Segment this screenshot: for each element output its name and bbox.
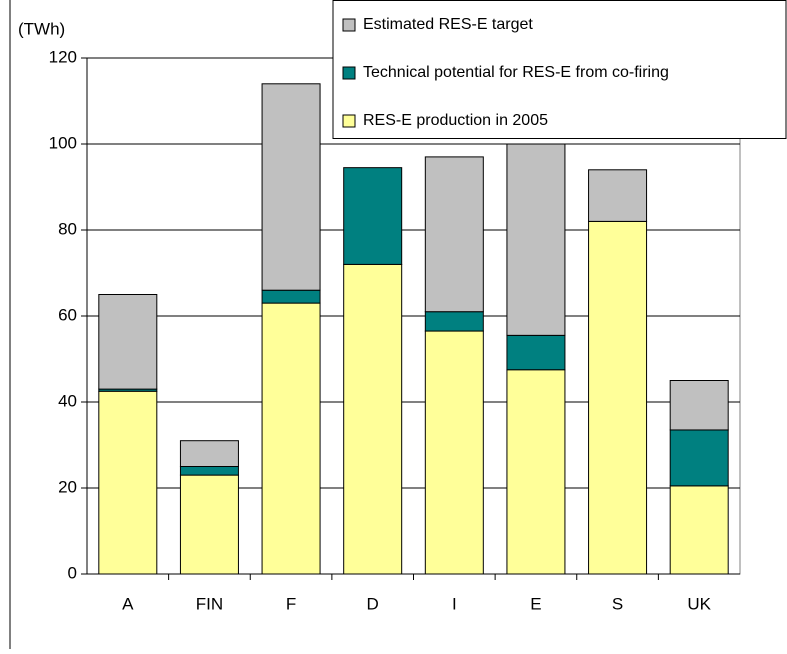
x-tick-label: S bbox=[612, 594, 623, 613]
y-tick-label: 20 bbox=[58, 477, 77, 496]
bar-segment bbox=[669, 485, 729, 575]
bar-segment bbox=[588, 220, 648, 575]
x-tick-label: A bbox=[122, 594, 134, 613]
x-tick-label: D bbox=[367, 594, 379, 613]
y-tick-label: 80 bbox=[58, 219, 77, 238]
legend bbox=[332, 0, 787, 139]
x-tick-label: F bbox=[286, 594, 296, 613]
bar-segment bbox=[261, 83, 321, 291]
bar-segment bbox=[98, 390, 158, 575]
x-tick-label: E bbox=[530, 594, 541, 613]
x-tick-label: FIN bbox=[196, 594, 223, 613]
legend-swatch bbox=[342, 66, 356, 80]
bar-segment bbox=[669, 429, 729, 487]
bar-segment bbox=[179, 474, 239, 575]
x-tick-label: I bbox=[452, 594, 457, 613]
bar-segment bbox=[588, 169, 648, 222]
bar-segment bbox=[669, 380, 729, 431]
legend-label: RES-E production in 2005 bbox=[363, 112, 548, 129]
y-tick-label: 120 bbox=[49, 47, 77, 66]
bar-segment bbox=[261, 302, 321, 575]
bar-segment bbox=[424, 330, 484, 575]
bar-segment bbox=[424, 156, 484, 313]
bar-segment bbox=[179, 440, 239, 468]
y-axis-label: (TWh) bbox=[18, 19, 65, 38]
legend-swatch bbox=[342, 114, 356, 128]
bar-segment bbox=[343, 167, 403, 265]
bar-segment bbox=[261, 289, 321, 304]
bar-segment bbox=[98, 294, 158, 390]
bar-segment bbox=[506, 334, 566, 371]
x-tick-label: UK bbox=[687, 594, 711, 613]
legend-swatch bbox=[342, 18, 356, 32]
bar-segment bbox=[506, 369, 566, 575]
bar-segment bbox=[343, 263, 403, 575]
y-tick-label: 0 bbox=[68, 563, 77, 582]
legend-label: Technical potential for RES-E from co-fi… bbox=[363, 64, 669, 81]
bar-segment bbox=[179, 466, 239, 476]
bar-segment bbox=[424, 311, 484, 332]
y-tick-label: 40 bbox=[58, 391, 77, 410]
bar-segment bbox=[506, 143, 566, 336]
y-tick-label: 60 bbox=[58, 305, 77, 324]
legend-label: Estimated RES-E target bbox=[363, 16, 533, 33]
y-tick-label: 100 bbox=[49, 133, 77, 152]
